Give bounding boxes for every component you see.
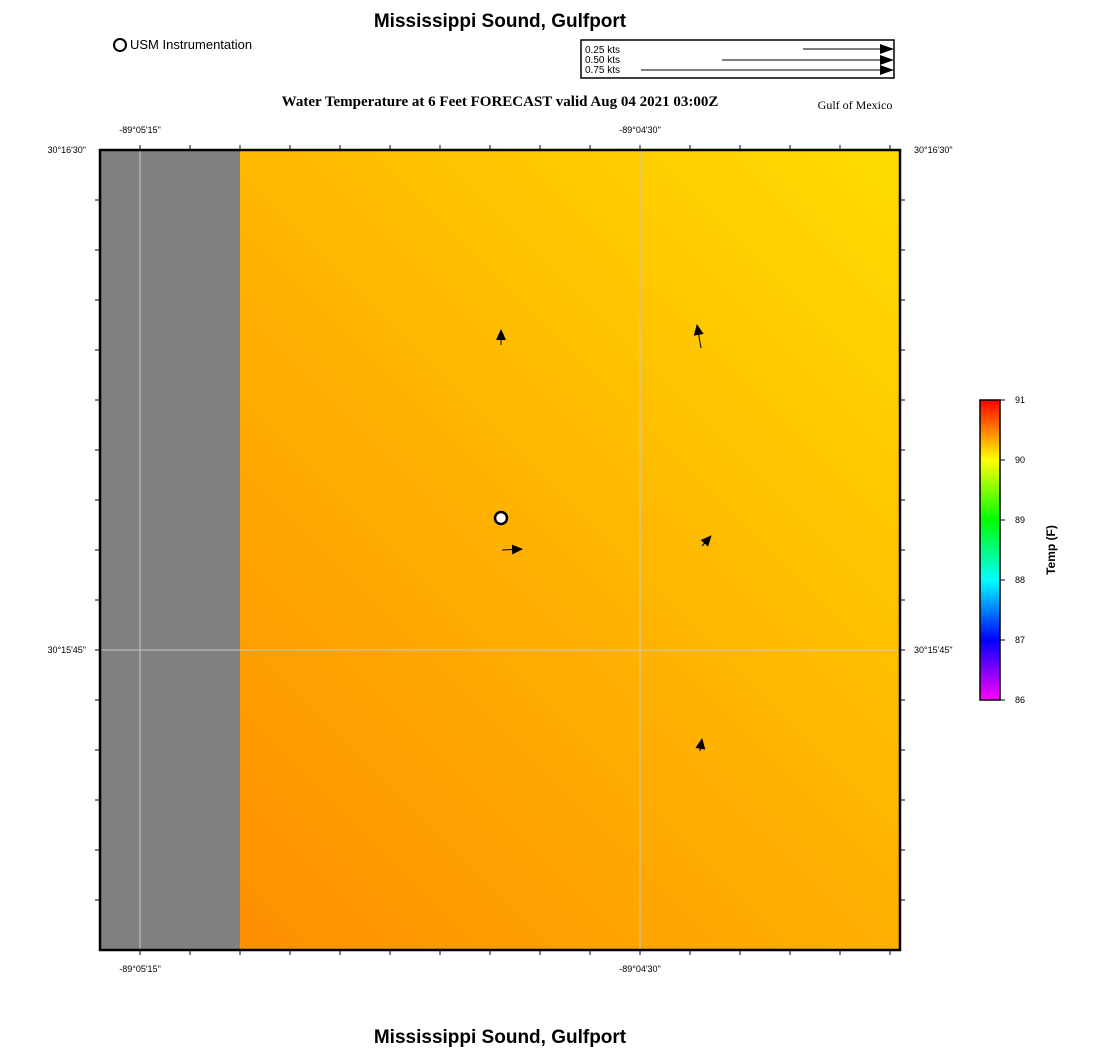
usm-legend-label: USM Instrumentation xyxy=(130,37,253,52)
scale-label-2: 0.50 kts xyxy=(585,55,620,66)
lat-label-right-1: 30°16'30" xyxy=(914,145,953,155)
lat-label-left-2: 30°15'45" xyxy=(47,645,86,655)
map-title: Mississippi Sound, Gulfport xyxy=(373,11,627,32)
vector-scale-box xyxy=(580,39,895,79)
colorbar xyxy=(979,399,1001,701)
colorbar-title: Temp (F) xyxy=(1044,525,1058,575)
lon-label-bottom-2: -89°04'30" xyxy=(619,964,661,974)
colorbar-tick-label: 88 xyxy=(1015,575,1025,585)
lon-label-bottom-1: -89°05'15" xyxy=(119,964,161,974)
footer-title: Mississippi Sound, Gulfport xyxy=(373,1027,627,1048)
land-mask xyxy=(100,150,240,950)
region-label: Gulf of Mexico xyxy=(817,98,893,112)
usm-legend: USM Instrumentation xyxy=(113,37,252,52)
current-vector xyxy=(693,324,704,349)
usm-station-marker[interactable] xyxy=(493,510,509,526)
lon-label-top-2: -89°04'30" xyxy=(619,125,661,135)
current-vector xyxy=(695,738,706,752)
lat-label-right-2: 30°15'45" xyxy=(914,645,953,655)
colorbar-tick-label: 90 xyxy=(1015,455,1025,465)
scale-label-1: 0.25 kts xyxy=(585,45,620,56)
vector-scale-legend: 0.25 kts 0.50 kts 0.75 kts xyxy=(580,39,895,79)
lat-label-left-1: 30°16'30" xyxy=(47,145,86,155)
scale-label-3: 0.75 kts xyxy=(585,65,620,76)
colorbar-tick-label: 91 xyxy=(1015,395,1025,405)
lon-label-top-1: -89°05'15" xyxy=(119,125,161,135)
current-vector xyxy=(700,535,712,547)
colorbar-tick-label: 89 xyxy=(1015,515,1025,525)
colorbar-tick-label: 87 xyxy=(1015,635,1025,645)
current-vector xyxy=(501,544,523,555)
instrument-marker-icon xyxy=(113,37,127,52)
colorbar-tick-label: 86 xyxy=(1015,695,1025,705)
forecast-title: Water Temperature at 6 Feet FORECAST val… xyxy=(281,94,719,110)
